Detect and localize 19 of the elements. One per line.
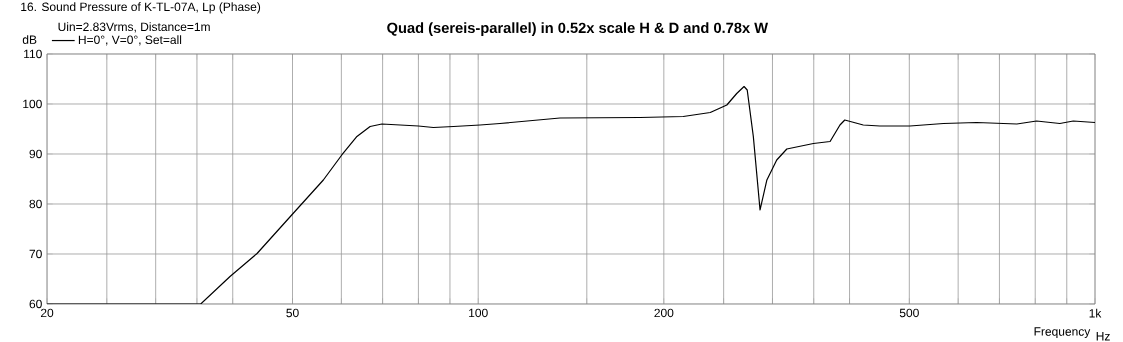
text: Hz [1096,332,1110,341]
legend-label: H=0°, V=0°, Set=all [78,35,182,46]
x-tick-label: 100 [469,308,488,318]
x-tick-label: 500 [899,308,919,318]
chart-title: Quad (sereis-parallel) in 0.52x scale H & D and 0.78x W [387,22,769,36]
y-tick-label: 100 [23,99,42,109]
y-axis-title: dB [22,35,37,44]
x-tick-label: 20 [40,308,54,318]
y-tick-label: 110 [24,49,42,59]
x-tick-label: 50 [286,308,299,318]
y-tick-label: 90 [29,149,42,159]
x-tick-label: 1k [1089,308,1102,318]
chart-subtitle: Uin=2.83Vrms, Distance=1m [58,22,210,33]
y-tick-label: 60 [29,299,42,309]
y-tick-label: 80 [29,199,42,209]
x-tick-label: 200 [654,308,674,318]
text: 16. Sound Pressure of K-TL-07A, Lp (Phase) [21,2,261,14]
x-axis-title: Frequency [1034,327,1091,339]
y-tick-label: 70 [29,249,42,259]
